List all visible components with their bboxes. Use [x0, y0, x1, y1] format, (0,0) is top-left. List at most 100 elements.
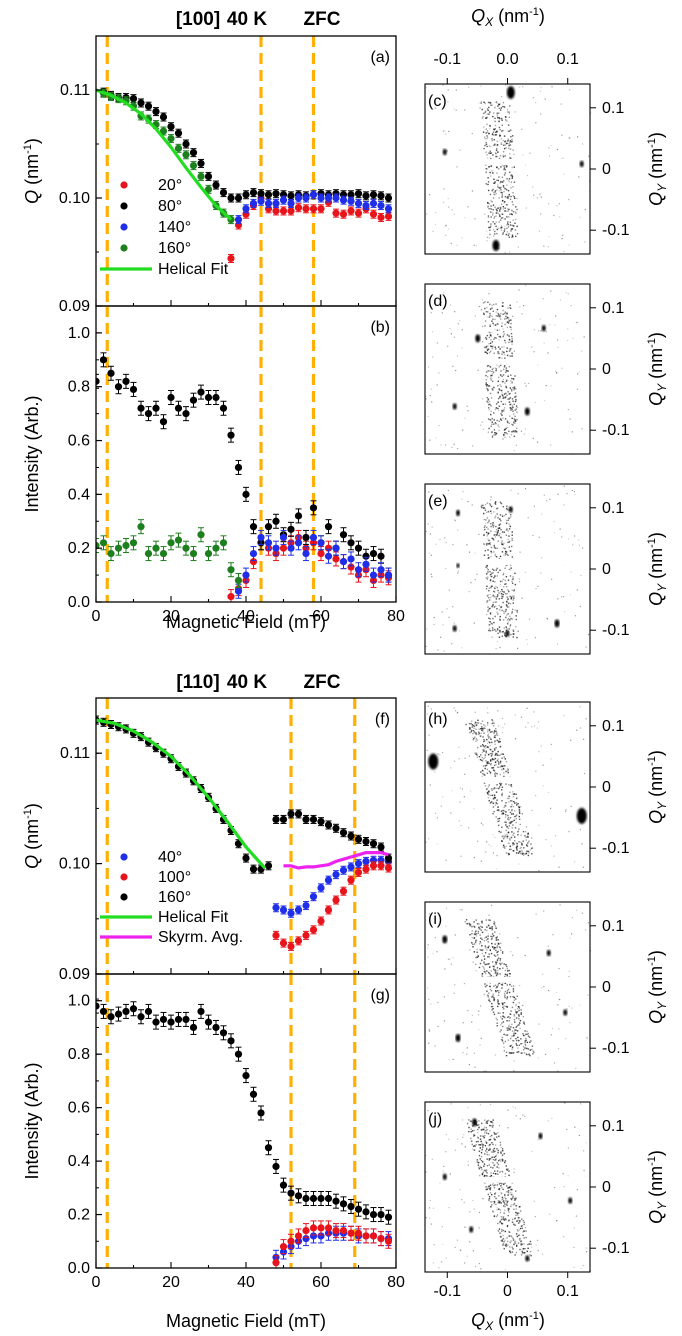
detector-noise — [579, 706, 581, 708]
detector-noise — [472, 943, 474, 946]
detector-noise — [497, 1012, 500, 1014]
detector-noise — [498, 1135, 500, 1137]
detector-noise — [480, 732, 482, 734]
detector-noise — [517, 1212, 520, 1214]
detector-noise — [503, 144, 505, 147]
detector-noise — [511, 343, 513, 345]
detector-noise — [501, 409, 503, 412]
bragg-spot — [576, 807, 587, 824]
detector-noise — [575, 1067, 577, 1069]
detector-noise — [587, 994, 589, 996]
detector-noise — [490, 555, 492, 558]
detector-panel: (e) 0.10-0.1QY (nm-1) — [424, 483, 669, 655]
detector-noise — [571, 1007, 573, 1009]
detector-noise — [500, 1016, 502, 1018]
detector-noise — [510, 409, 512, 411]
detector-noise — [478, 966, 481, 969]
detector-noise — [473, 244, 475, 246]
bragg-spot — [455, 1034, 461, 1042]
detector-noise — [430, 312, 432, 314]
detector-noise — [494, 836, 496, 838]
detector-noise — [502, 1042, 505, 1044]
detector-noise — [511, 234, 514, 236]
data-point — [122, 377, 130, 385]
detector-noise — [490, 165, 493, 168]
detector-noise — [496, 1019, 498, 1021]
detector-noise — [485, 526, 488, 529]
detector-noise — [464, 757, 466, 759]
detector-noise — [494, 1138, 497, 1141]
detector-noise — [486, 236, 489, 238]
detector-noise — [500, 138, 503, 140]
detector-noise — [467, 206, 469, 208]
detector-noise — [484, 747, 487, 749]
detector-noise — [482, 743, 484, 746]
detector-noise — [512, 192, 514, 194]
detector-noise — [504, 218, 506, 220]
detector-noise — [497, 1002, 499, 1004]
data-point — [99, 356, 108, 364]
detector-noise — [557, 598, 559, 600]
detector-noise — [572, 337, 574, 340]
detector-noise — [507, 842, 510, 844]
detector-noise — [570, 304, 572, 307]
detector-noise — [551, 578, 553, 580]
detector-noise — [506, 379, 508, 381]
detector-noise — [434, 771, 436, 773]
detector-noise — [498, 1167, 500, 1169]
detector-noise — [475, 732, 477, 734]
detector-noise — [527, 382, 530, 384]
detector-noise — [448, 589, 450, 591]
detector-noise — [508, 1235, 510, 1237]
detector-noise — [588, 155, 590, 157]
detector-noise — [481, 1149, 483, 1151]
data-point — [339, 1226, 348, 1235]
detector-noise — [502, 630, 504, 633]
data-point — [219, 189, 228, 197]
detector-noise — [512, 149, 514, 151]
detector-noise — [517, 630, 519, 633]
detector-noise — [501, 757, 503, 759]
detector-noise — [501, 414, 503, 416]
detector-noise — [518, 815, 520, 818]
detector-noise — [561, 536, 563, 538]
data-point — [294, 1232, 303, 1240]
detector-noise — [496, 228, 498, 231]
detector-noise — [501, 551, 504, 553]
detector-noise — [496, 989, 499, 992]
detector-noise — [515, 1205, 517, 1207]
detector-noise — [507, 221, 509, 223]
detector-noise — [488, 145, 491, 147]
detector-noise — [503, 393, 506, 395]
detector-noise — [489, 334, 492, 337]
detector-noise — [486, 738, 488, 741]
detector-noise — [493, 764, 496, 767]
detector-noise — [506, 222, 509, 224]
detector-noise — [535, 101, 537, 104]
detector-noise — [490, 530, 492, 532]
detector-noise — [504, 403, 507, 405]
detector-noise — [504, 312, 506, 315]
data-point — [317, 1232, 325, 1240]
data-point — [287, 1189, 295, 1197]
detector-noise — [480, 925, 482, 928]
detector-noise — [511, 618, 514, 620]
detector-noise — [496, 854, 498, 857]
detector-noise — [506, 519, 508, 522]
detector-noise — [493, 924, 496, 926]
detector-noise — [500, 529, 502, 531]
detector-noise — [548, 147, 550, 149]
data-point — [272, 517, 280, 525]
detector-noise — [510, 785, 513, 788]
detector-noise — [482, 765, 485, 767]
detector-noise — [503, 351, 505, 354]
detector-noise — [495, 529, 498, 531]
detector-noise — [504, 1040, 507, 1043]
bragg-spot — [452, 625, 457, 632]
detector-noise — [524, 1247, 526, 1250]
detector-noise — [495, 525, 497, 528]
detector-noise — [486, 994, 489, 996]
detector-noise — [523, 1021, 525, 1023]
detector-noise — [505, 513, 507, 516]
detector-noise — [458, 746, 460, 748]
